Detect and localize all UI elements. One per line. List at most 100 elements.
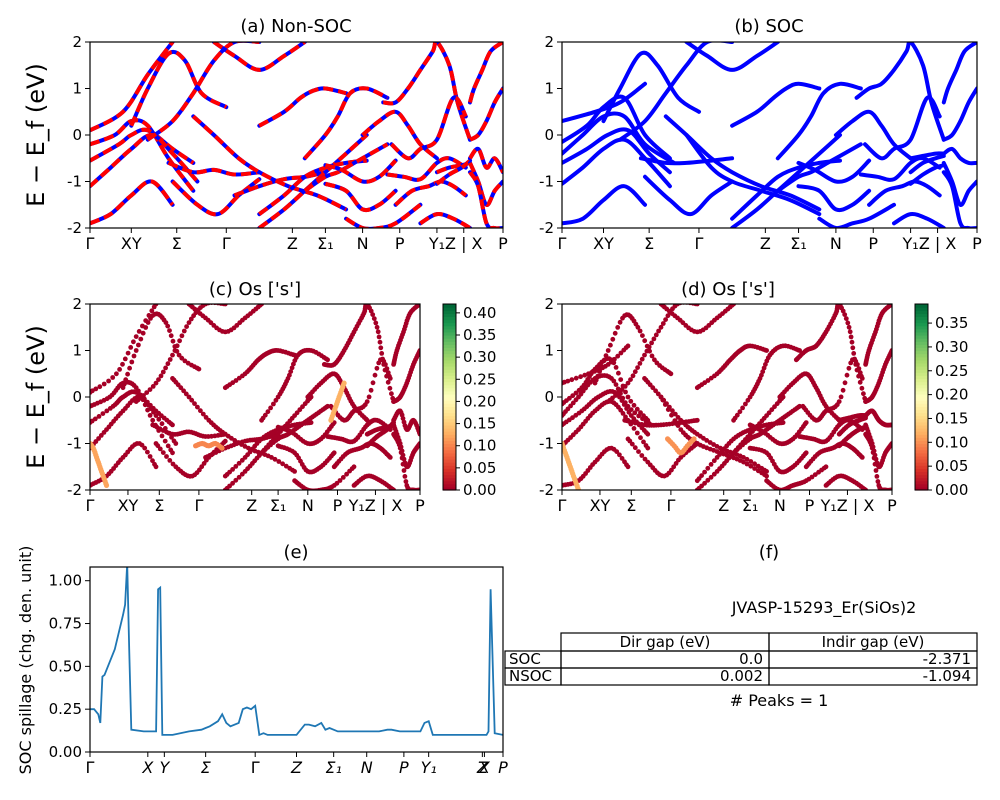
colorbar-tick-label: 0.00 (935, 481, 968, 499)
projection-point (635, 365, 640, 370)
projection-point (645, 445, 651, 451)
plot-frame (89, 566, 504, 753)
projection-point (744, 456, 750, 462)
band-line-dashed (303, 142, 389, 193)
projection-point (846, 324, 852, 330)
band-line-nonsoc (191, 114, 349, 212)
x-tick-label: Z (718, 496, 729, 515)
colorbar-segment (443, 322, 456, 327)
projection-point (640, 333, 645, 338)
projection-point (146, 402, 152, 408)
projection-point (165, 361, 171, 367)
projection-point (150, 458, 155, 464)
projection-point (861, 391, 866, 397)
colorbar-segment (443, 387, 456, 392)
projection-point (650, 385, 656, 391)
band-line-nonsoc (418, 211, 472, 228)
colorbar-segment (443, 316, 456, 321)
projection-point (144, 390, 150, 395)
colorbar-tick-label: 0.15 (935, 409, 968, 427)
projection-point (265, 409, 271, 415)
projection-point (639, 356, 645, 362)
projection-point (809, 474, 815, 480)
colorbar-tick-label: 0.05 (935, 457, 968, 475)
projection-point (705, 465, 711, 471)
projection-point (741, 455, 746, 460)
projection-point (331, 450, 337, 456)
projection-point (599, 363, 604, 369)
colorbar-segment (915, 480, 928, 485)
projection-point (764, 473, 769, 479)
projection-point (603, 353, 609, 358)
projection-point (401, 468, 407, 473)
projection-point (617, 394, 622, 400)
projection-point (163, 365, 169, 371)
projection-point (642, 352, 647, 358)
colorbar-segment (443, 331, 456, 336)
colorbar-segment (443, 341, 456, 345)
band-line-dashed (191, 114, 347, 212)
colorbar-segment (915, 344, 928, 348)
band-line-soc (908, 163, 946, 186)
projection-point (122, 356, 128, 362)
projection-point (280, 461, 285, 467)
colorbar-frame (914, 303, 929, 491)
projection-point (96, 436, 101, 441)
projection-point (370, 380, 376, 386)
x-tick-label: P (868, 234, 878, 253)
colorbar-segment (443, 483, 456, 488)
projection-point (387, 376, 393, 381)
colorbar-segment (443, 421, 456, 426)
projection-point (402, 474, 408, 479)
projection-point-highlight (575, 487, 582, 490)
colorbar-segment (443, 390, 456, 395)
projection-point (150, 417, 156, 423)
y-tick-label: 2 (72, 33, 82, 51)
x-tick-label: Σ (626, 496, 636, 515)
x-tick-label: P (395, 234, 405, 253)
projection-point (101, 381, 107, 387)
projection-point (631, 402, 637, 408)
projection-point (120, 361, 125, 367)
projection-point (632, 369, 638, 375)
projection-point (708, 462, 714, 467)
colorbar-segment (915, 390, 928, 395)
projection-point (150, 384, 156, 389)
projection-point (149, 308, 155, 314)
projection-point (847, 329, 853, 335)
band-line-dashed (383, 42, 472, 141)
colorbar-tick-label: 0.40 (463, 304, 496, 322)
band-line-soc (562, 184, 647, 226)
colorbar-segment (915, 421, 928, 426)
projection-point (619, 398, 625, 403)
x-tick-label: XY (593, 234, 614, 253)
projection-point (851, 351, 857, 356)
projection-point (167, 328, 172, 333)
projection-point (630, 373, 636, 379)
band-line-dashed (90, 42, 175, 133)
projection-point (368, 308, 374, 314)
colorbar-segment (915, 319, 928, 324)
projection-point (232, 438, 238, 443)
projection-point (378, 345, 384, 351)
colorbar-segment (443, 400, 456, 404)
colorbar-segment (915, 424, 928, 429)
projection-point (870, 450, 876, 455)
y-tick-label: 0.25 (49, 700, 82, 718)
y-tick-label: 1.00 (49, 572, 82, 590)
colorbar-segment (915, 471, 928, 476)
x-tick-label: Γ (86, 234, 95, 253)
projection-point (136, 342, 141, 348)
colorbar-segment (915, 387, 928, 392)
y-tick-label: 0 (544, 126, 554, 144)
band-line-soc (941, 42, 977, 105)
panel-c-colorbar: 0.00 0.05 0.10 0.15 0.20 0.25 0.30 0.35 0.40 (442, 303, 496, 499)
projection-point (823, 464, 829, 470)
colorbar-segment (443, 486, 456, 491)
projection-point (660, 321, 666, 326)
x-tick-label: N (830, 234, 842, 253)
projection-point (269, 455, 274, 460)
colorbar-segment (915, 431, 928, 435)
projection-point (164, 454, 169, 459)
